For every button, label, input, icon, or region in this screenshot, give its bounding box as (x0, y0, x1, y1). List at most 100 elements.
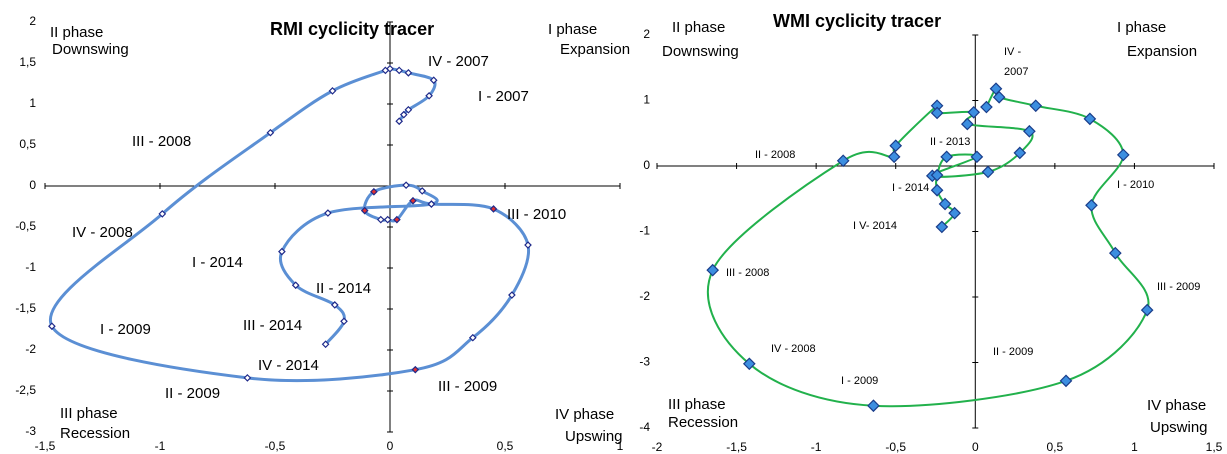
marker (158, 210, 167, 218)
annotation: III - 2009 (438, 378, 497, 395)
quadrant-label: Downswing (52, 41, 129, 58)
y-tick-label: -1,5 (15, 301, 36, 315)
annotation: IV - (1004, 46, 1021, 58)
marker (48, 322, 56, 331)
x-tick-label: -0,5 (265, 439, 286, 453)
marker (1140, 303, 1154, 317)
y-tick-label: 1 (29, 96, 36, 110)
curve (707, 87, 1150, 408)
y-tick-label: 0 (643, 158, 650, 172)
y-tick-label: 0,5 (19, 137, 36, 151)
marker (981, 165, 995, 179)
marker (930, 168, 944, 182)
annotation: I - 2007 (478, 88, 529, 105)
marker (524, 241, 532, 249)
marker (278, 247, 286, 256)
marker (360, 206, 369, 215)
marker (395, 117, 404, 126)
quadrant-label: Expansion (560, 41, 630, 58)
annotation: I - 2009 (100, 321, 151, 338)
marker (992, 90, 1006, 104)
marker (395, 66, 404, 75)
quadrant-label: Upswing (1150, 419, 1208, 436)
marker (243, 374, 252, 382)
quadrant-label: Downswing (662, 43, 739, 60)
marker (370, 187, 378, 196)
quadrant-label: Recession (668, 414, 738, 431)
y-tick-label: -2 (25, 342, 36, 356)
x-tick-label: -1,5 (35, 439, 56, 453)
chart: -4 -3 -2 -1 0 1 2 -2 -1,5 -1 -0,5 0 0,5 1 1,5 WMI cycli… (639, 11, 1222, 454)
marker (1116, 148, 1130, 162)
x-tick-label: -1 (811, 440, 822, 454)
marker (468, 333, 477, 342)
annotation: II - 2009 (993, 346, 1033, 358)
marker (1059, 374, 1073, 388)
x-tick-label: -2 (652, 440, 663, 454)
annotation: 2007 (1004, 66, 1028, 78)
marker (418, 187, 427, 195)
quadrant-label: Recession (60, 425, 130, 442)
annotation: I - 2009 (841, 375, 878, 387)
marker (930, 183, 944, 197)
marker (381, 66, 390, 75)
marker (324, 209, 332, 217)
quadrant-label: III phase (668, 396, 726, 413)
marker (889, 139, 903, 153)
marker (1023, 124, 1036, 138)
marker (411, 365, 420, 374)
marker (836, 154, 850, 168)
annotation: II - 2008 (755, 149, 795, 161)
marker (402, 181, 410, 190)
marker (967, 105, 981, 119)
chart-title: WMI cyclicity tracer (773, 11, 941, 31)
marker (328, 87, 337, 95)
marker (429, 76, 438, 85)
x-tick-label: 1 (1131, 440, 1138, 454)
marker (930, 106, 944, 120)
annotation: IV - 2008 (771, 343, 816, 355)
annotation: III - 2008 (726, 267, 769, 279)
marker (940, 150, 953, 164)
y-tick-label: -0,5 (15, 219, 36, 233)
y-tick-label: -2 (639, 289, 650, 303)
annotation: II - 2009 (165, 385, 220, 402)
annotation: I - 2014 (192, 254, 243, 271)
annotation: II - 2014 (316, 280, 371, 297)
quadrant-label: IV phase (555, 406, 614, 423)
marker (1085, 198, 1098, 212)
marker (376, 215, 385, 224)
marker (1108, 246, 1122, 260)
marker (393, 215, 401, 224)
marker (489, 205, 498, 213)
x-tick-label: -1 (155, 439, 166, 453)
marker (1083, 112, 1097, 126)
y-tick-label: -1 (25, 260, 36, 274)
marker (404, 105, 413, 114)
marker (425, 91, 433, 100)
marker (938, 197, 952, 211)
annotation: I V- 2014 (853, 220, 897, 232)
marker (706, 263, 720, 277)
annotation: I - 2010 (1117, 179, 1154, 191)
marker (867, 399, 880, 413)
marker (409, 196, 417, 205)
marker (948, 206, 961, 220)
marker (980, 100, 993, 114)
quadrant-label: I phase (1117, 19, 1166, 36)
annotation: II - 2013 (930, 136, 970, 148)
marker (1029, 99, 1043, 113)
chart: -3 -2,5 -2 -1,5 -1 -0,5 0 0,5 1 1,5 2 -1,5 -1 -0,5 0 0,… (15, 14, 630, 453)
annotation: IV - 2007 (428, 53, 489, 70)
annotation: III - 2008 (132, 133, 191, 150)
marker (291, 281, 300, 290)
y-tick-label: -3 (639, 355, 650, 369)
y-tick-label: 1 (643, 93, 650, 107)
marker (340, 317, 348, 326)
x-tick-label: 0 (387, 439, 394, 453)
marker (508, 291, 516, 299)
annotation: III - 2014 (243, 317, 302, 334)
marker (330, 301, 339, 309)
x-tick-label: -0,5 (885, 440, 906, 454)
marker (321, 340, 330, 349)
